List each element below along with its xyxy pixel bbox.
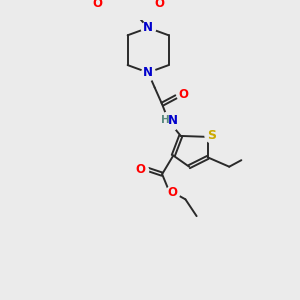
Text: N: N [143,66,153,79]
Text: N: N [143,21,153,34]
Text: O: O [93,0,103,10]
Text: O: O [136,163,146,176]
Text: O: O [167,186,177,199]
Text: O: O [178,88,189,101]
Text: O: O [154,0,164,10]
Text: N: N [168,114,178,127]
Text: H: H [160,115,169,125]
Text: S: S [207,128,216,142]
